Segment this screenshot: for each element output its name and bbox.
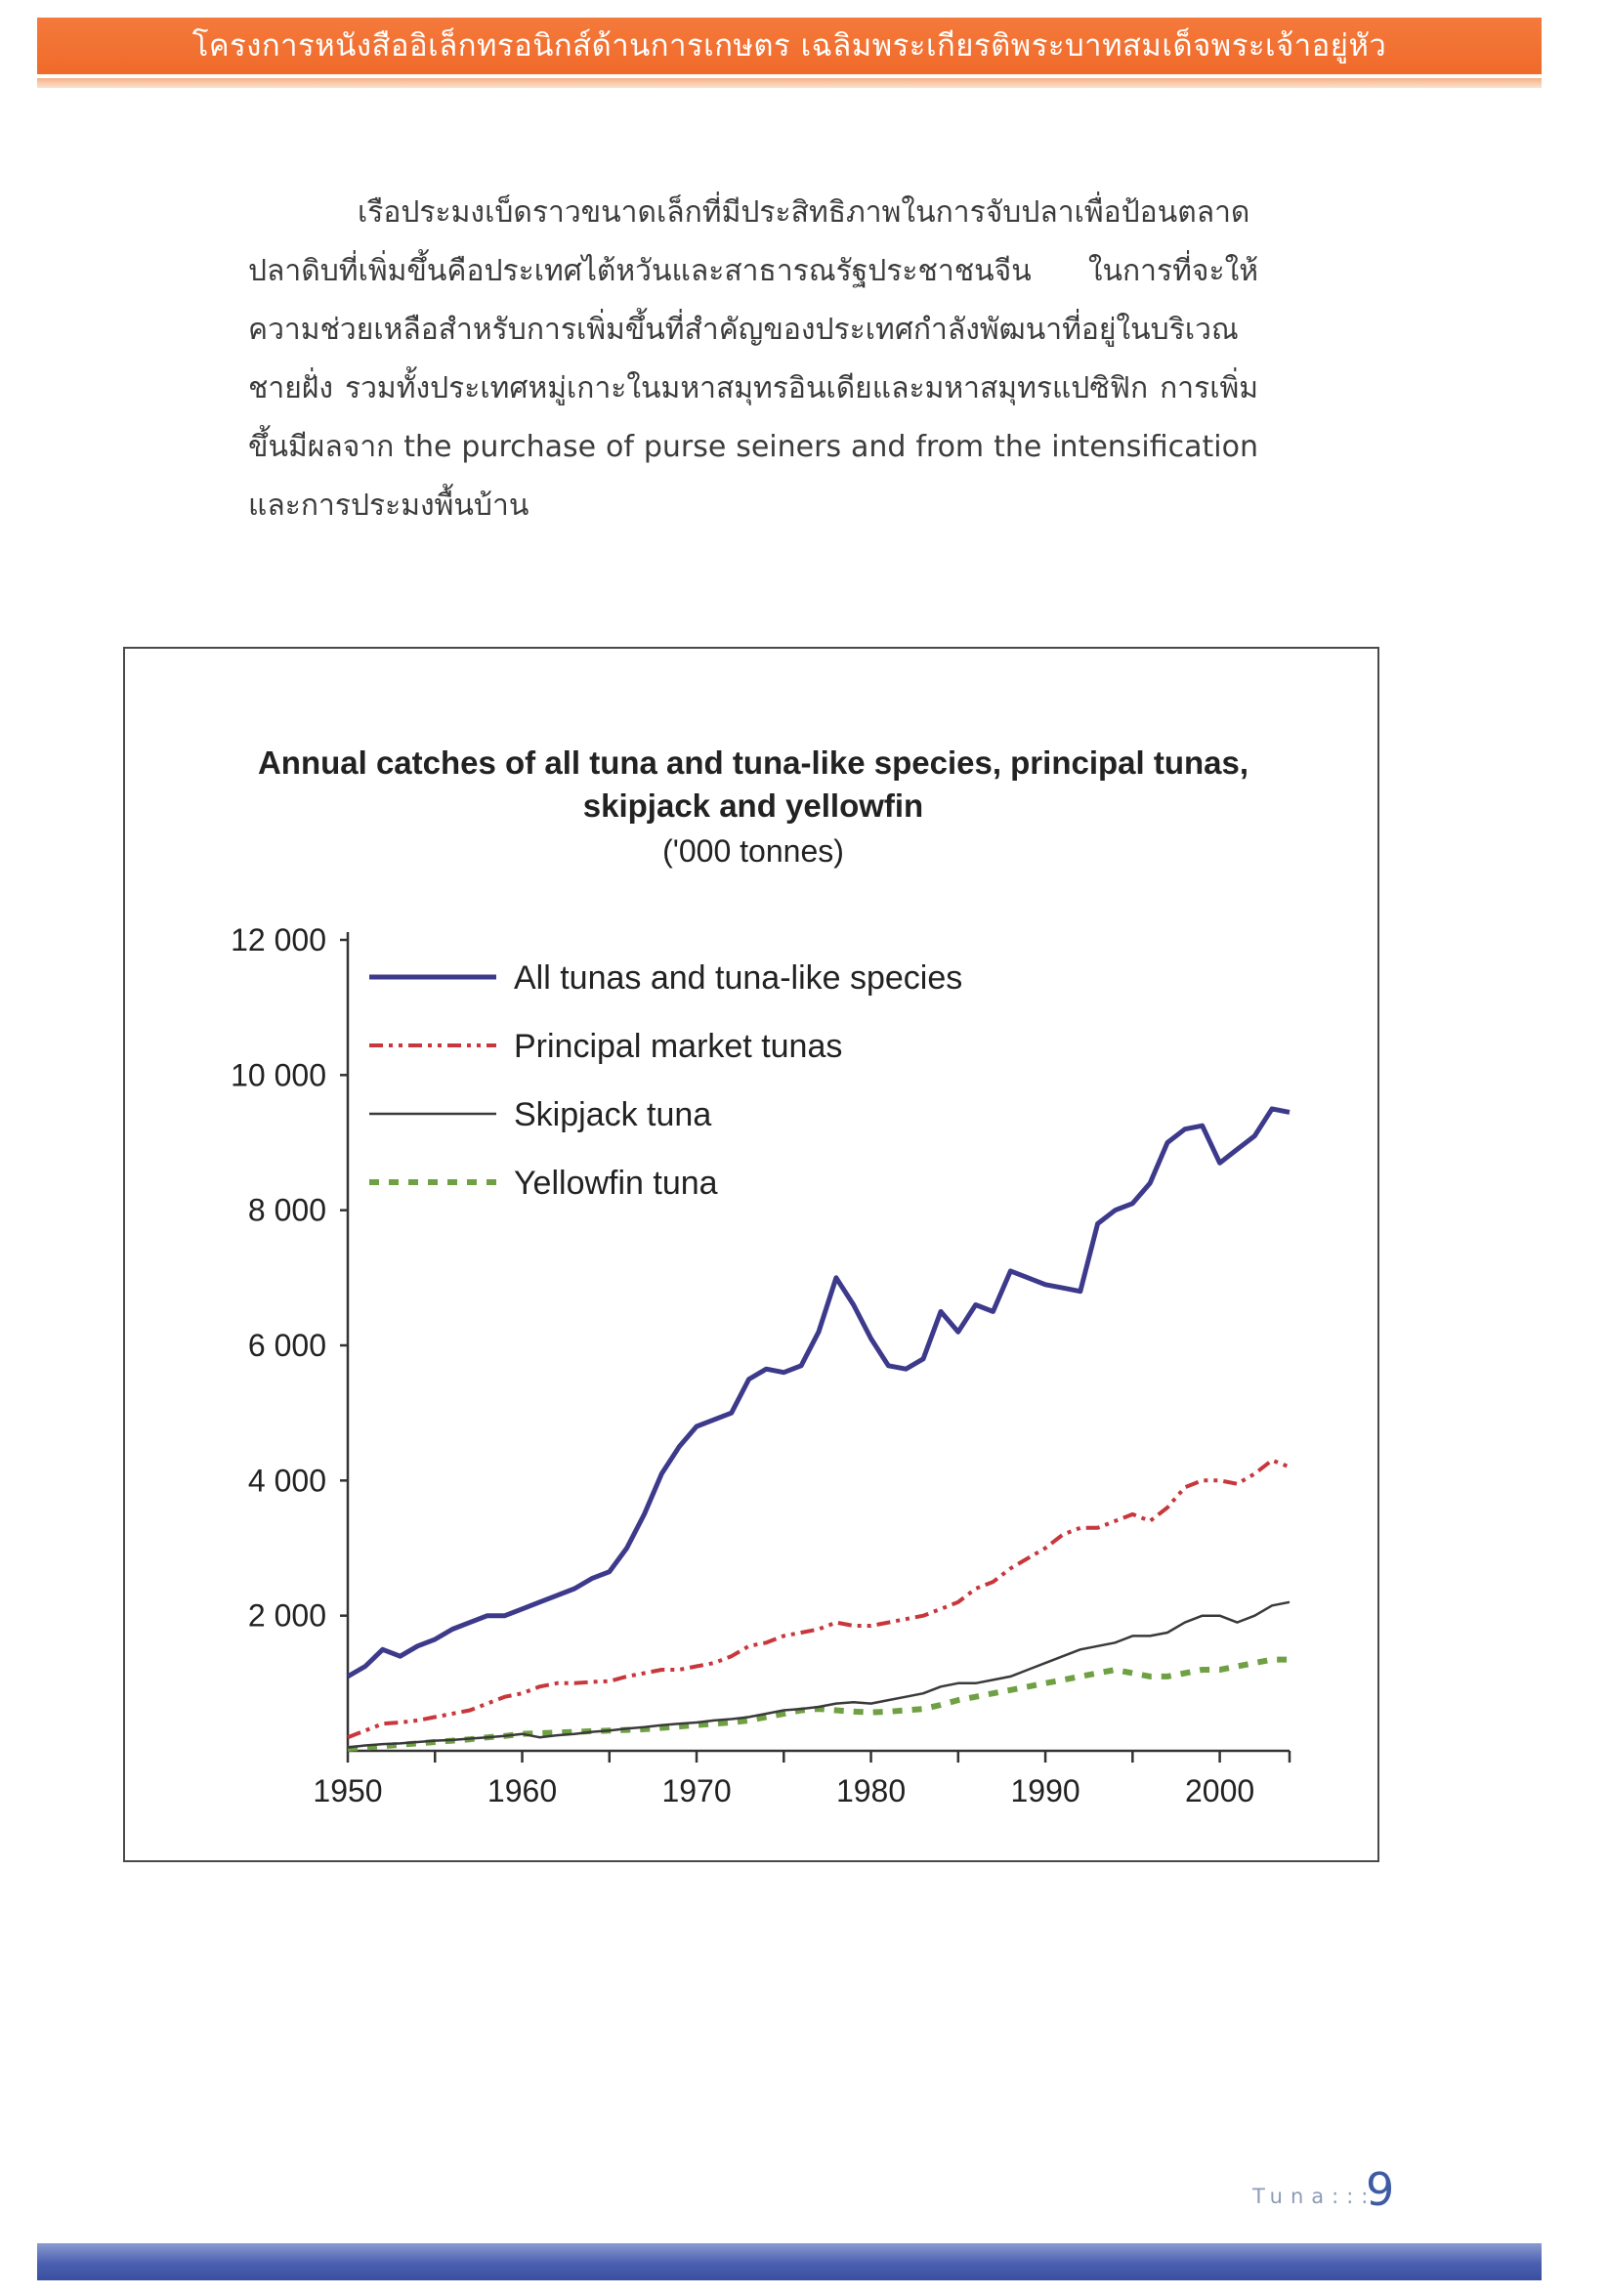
chart-title-line-1: Annual catches of all tuna and tuna-like… [258, 744, 1248, 781]
series-line-3 [347, 1656, 1290, 1752]
legend-label-0: All tunas and tuna-like species [514, 959, 962, 997]
x-tick-label: 2000 [1185, 1773, 1254, 1808]
body-paragraph: เรือประมงเบ็ดราวขนาดเล็กที่มีประสิทธิภาพ… [248, 184, 1258, 535]
footer-bar [37, 2243, 1542, 2280]
chart-subtitle: ('000 tonnes) [662, 833, 844, 869]
header-title: โครงการหนังสืออิเล็กทรอนิกส์ด้านการเกษตร… [191, 28, 1387, 64]
paragraph-1: เรือประมงเบ็ดราวขนาดเล็กที่มีประสิทธิภาพ… [248, 195, 1258, 523]
header-underline [37, 78, 1542, 88]
legend-label-2: Skipjack tuna [514, 1096, 711, 1133]
x-tick-label: 1960 [487, 1773, 557, 1808]
y-tick-label: 12 000 [231, 922, 326, 957]
y-tick-label: 8 000 [248, 1193, 326, 1228]
y-tick-label: 2 000 [248, 1598, 326, 1634]
x-tick-label: 1990 [1010, 1773, 1079, 1808]
y-tick-label: 10 000 [231, 1057, 326, 1092]
header-bar: โครงการหนังสืออิเล็กทรอนิกส์ด้านการเกษตร… [37, 18, 1542, 74]
chart-title-group: Annual catches of all tuna and tuna-like… [258, 744, 1248, 869]
page-number: 9 [1366, 2163, 1395, 2216]
footer-label: Tuna::: [1252, 2185, 1376, 2208]
chart-axes: 2 000 4 000 6 000 8 000 10 000 12 000 1950 1960… [231, 922, 1291, 1808]
legend-label-1: Principal market tunas [514, 1028, 842, 1065]
series-line-0 [346, 1106, 1291, 1679]
chart-series [346, 1106, 1291, 1752]
chart-figure: Annual catches of all tuna and tuna-like… [123, 647, 1379, 1862]
series-line-2 [347, 1600, 1291, 1749]
y-tick-label: 6 000 [248, 1328, 326, 1363]
chart-legend: All tunas and tuna-like species Principal… [369, 959, 962, 1202]
chart-title-line-2: skipjack and yellowfin [583, 787, 923, 824]
y-tick-label: 4 000 [248, 1463, 326, 1498]
x-tick-label: 1950 [313, 1773, 382, 1808]
series-line-1 [347, 1458, 1291, 1740]
x-tick-label: 1970 [661, 1773, 731, 1808]
legend-label-3: Yellowfin tuna [514, 1165, 718, 1202]
x-tick-label: 1980 [836, 1773, 906, 1808]
tuna-catch-chart: Annual catches of all tuna and tuna-like… [231, 744, 1291, 1808]
